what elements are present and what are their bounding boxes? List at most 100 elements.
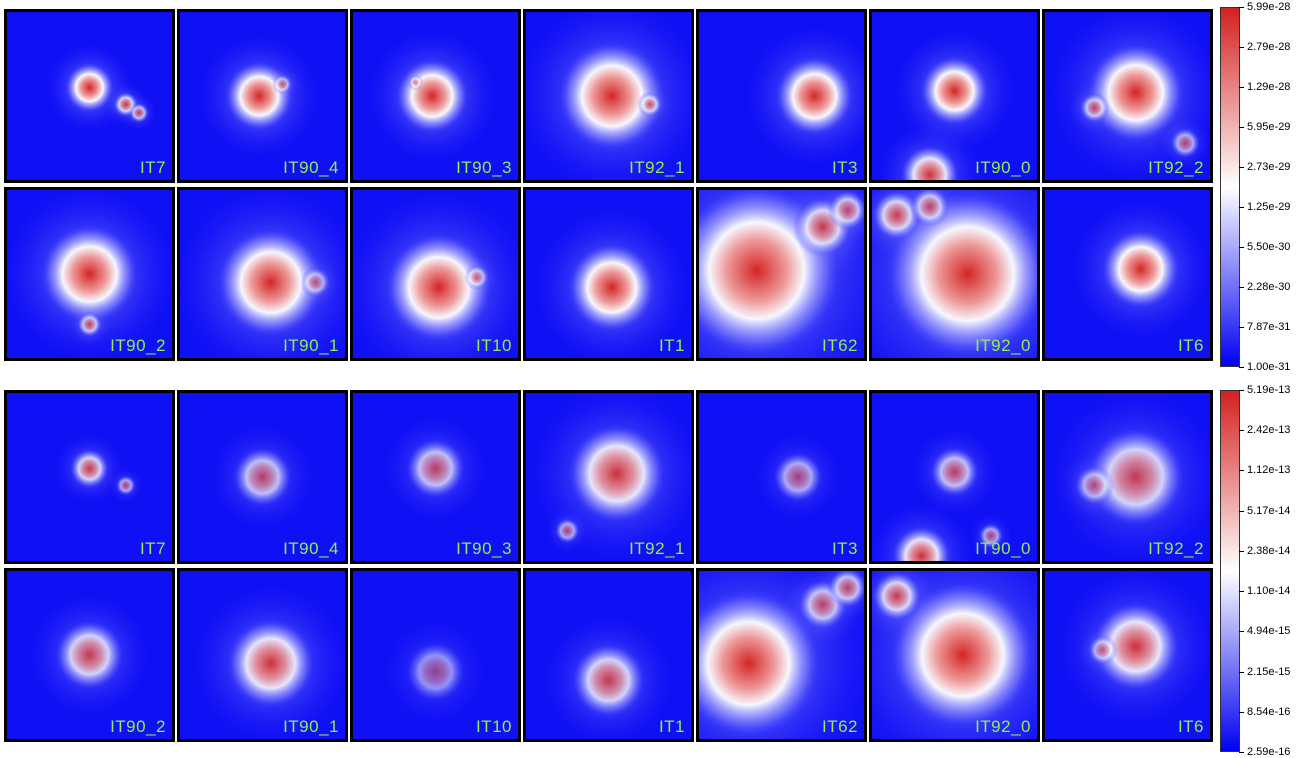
density-blob [40,223,139,325]
density-blob [919,55,990,127]
density-map [7,393,172,561]
density-blob [872,190,922,241]
simulation-tile: IT92_0 [869,187,1040,361]
density-blob [900,144,960,180]
tile-label: IT90_4 [283,158,339,177]
density-blob [1074,465,1115,506]
simulation-tile: IT90_4 [177,390,348,564]
colorbar-tick-label: 2.42e-13 [1238,424,1291,437]
density-map [872,190,1037,358]
density-blob [115,475,136,496]
density-map [526,12,691,180]
density-map [353,190,518,358]
density-map [7,190,172,358]
density-blob [464,264,490,290]
density-blob [232,446,293,508]
colorbar-tick-label: 5.95e-29 [1238,121,1291,133]
simulation-tile: IT92_1 [523,390,694,564]
density-blob [827,571,864,608]
bottom-panel: IT7 IT90_4 IT90_3 IT92_1 IT3 IT90_0 IT92_2 IT90… [0,382,1301,758]
simulation-tile: IT10 [350,187,521,361]
tile-label: IT6 [1177,717,1204,736]
density-blob [226,618,316,709]
density-blob [883,190,1037,358]
density-blob [272,74,293,95]
tile-label: IT92_0 [975,717,1031,736]
simulation-tile: IT90_1 [177,568,348,742]
colorbar-tick-label: 2.59e-16 [1238,746,1291,758]
tile-label: IT3 [831,158,858,177]
colorbar-tick-label: 1.00e-31 [1238,361,1291,373]
simulation-tile: IT62 [696,568,867,742]
density-map [526,190,691,358]
density-blob [129,102,149,123]
density-map [699,190,864,358]
density-blob [384,232,494,343]
density-blob [1086,42,1186,144]
density-blob [395,58,470,134]
tile-label: IT92_2 [1148,539,1204,558]
density-map [353,571,518,739]
density-map [353,12,518,180]
tile-label: IT92_1 [629,158,685,177]
top-colorbar [1220,7,1240,367]
simulation-tile: IT90_0 [869,9,1040,183]
colorbar-tick-label: 7.87e-31 [1238,320,1291,333]
tile-label: IT6 [1177,336,1204,355]
tile-label: IT90_3 [456,539,512,558]
simulation-tile: IT7 [4,390,175,564]
tile-label: IT3 [831,539,858,558]
colorbar-tick-label: 2.73e-29 [1238,160,1291,173]
density-blob [872,571,922,622]
colorbar-tick-label: 2.15e-15 [1238,665,1291,678]
simulation-tile: IT90_3 [350,9,521,183]
tile-label: IT10 [475,717,512,736]
tile-label: IT90_3 [456,158,512,177]
colorbar-tick-label: 5.50e-30 [1238,241,1291,253]
simulation-tile: IT90_4 [177,9,348,183]
colorbar-tick-label: 2.79e-28 [1238,40,1291,53]
density-blob [557,40,667,152]
tile-label: IT7 [139,158,166,177]
density-blob [408,75,424,91]
tile-label: IT90_1 [283,717,339,736]
density-blob [699,587,823,739]
simulation-tile: IT90_1 [177,187,348,361]
density-map [872,571,1037,739]
density-blob [64,62,115,113]
density-blob [77,311,102,337]
density-blob [1086,426,1186,528]
density-map [526,393,691,561]
density-map [1045,571,1210,739]
simulation-tile: IT1 [523,187,694,361]
simulation-tile: IT90_2 [4,187,175,361]
density-map [180,190,345,358]
density-blob [300,267,331,298]
colorbar-tick-label: 5.19e-13 [1238,384,1291,396]
tile-label: IT1 [658,336,685,355]
density-blob [1101,228,1181,310]
colorbar-tick-label: 2.28e-30 [1238,281,1291,293]
density-map [699,12,864,180]
density-blob [774,55,855,137]
density-map [872,12,1037,180]
tile-label: IT90_0 [975,539,1031,558]
density-blob [773,451,823,503]
density-map [7,571,172,739]
colorbar-tick-label: 8.54e-16 [1238,705,1291,718]
tile-label: IT92_1 [629,539,685,558]
density-blob [891,525,952,561]
density-map [180,571,345,739]
simulation-tile: IT7 [4,9,175,183]
density-blob [978,523,1004,549]
tile-label: IT92_0 [975,336,1031,355]
tile-label: IT90_0 [975,158,1031,177]
density-map [872,393,1037,561]
density-blob [827,190,864,231]
colorbar-tick-label: 1.29e-28 [1238,80,1291,93]
simulation-tile: IT62 [696,187,867,361]
tile-label: IT90_2 [110,717,166,736]
colorbar-tick-label: 5.99e-28 [1238,1,1291,13]
density-map [1045,190,1210,358]
density-blob [909,190,950,227]
